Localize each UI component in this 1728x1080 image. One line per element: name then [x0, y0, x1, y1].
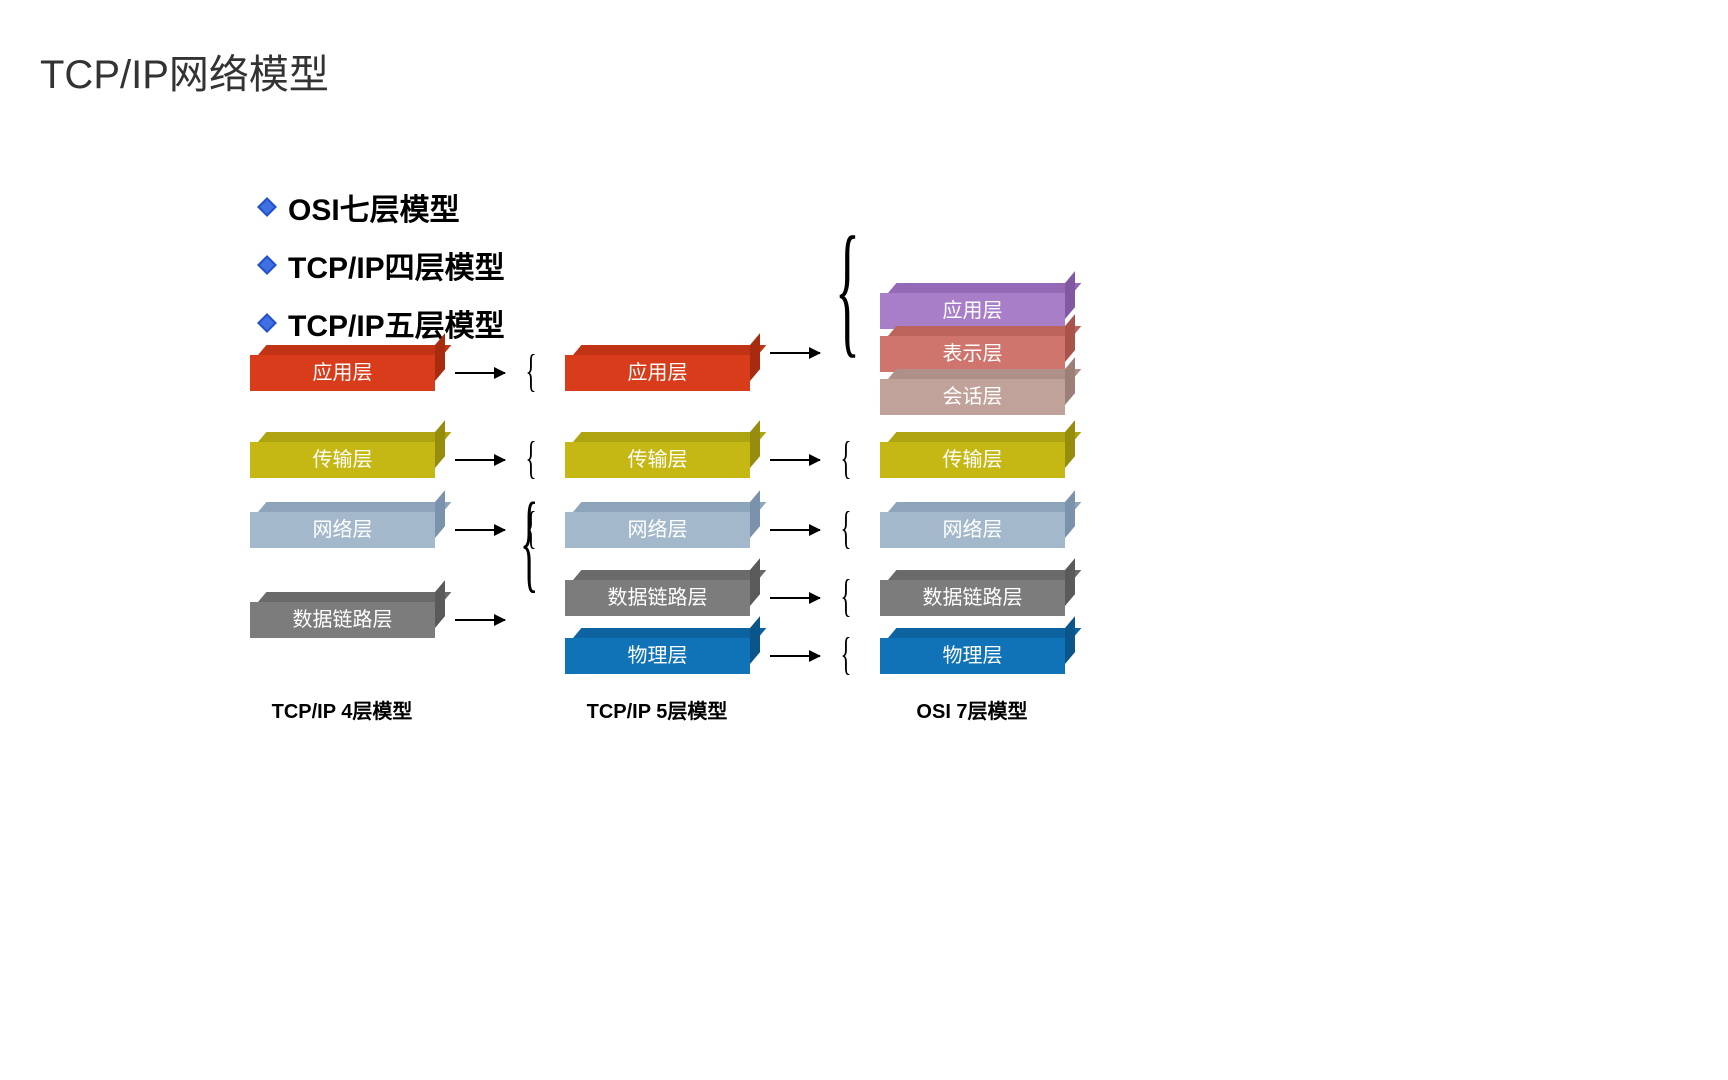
- layer-block-c7-net: 网络层: [880, 512, 1065, 548]
- arrow-icon: [455, 459, 505, 461]
- block-side-face: [1065, 490, 1075, 538]
- block-front-face: 物理层: [565, 638, 750, 674]
- block-top-face: [258, 592, 451, 602]
- layer-block-c7-dlink: 数据链路层: [880, 580, 1065, 616]
- block-side-face: [435, 580, 445, 628]
- block-top-face: [888, 628, 1081, 638]
- brace-icon: {: [526, 348, 537, 394]
- block-top-face: [258, 502, 451, 512]
- page-title: TCP/IP网络模型: [40, 42, 329, 100]
- block-side-face: [1065, 271, 1075, 319]
- block-top-face: [888, 326, 1081, 336]
- layer-block-c5-trans: 传输层: [565, 442, 750, 478]
- bullet-item-osi7: OSI七层模型: [260, 185, 505, 229]
- arrow-icon: [455, 372, 505, 374]
- block-front-face: 传输层: [565, 442, 750, 478]
- block-front-face: 数据链路层: [880, 580, 1065, 616]
- block-top-face: [258, 432, 451, 442]
- layer-block-c7-app: 应用层: [880, 293, 1065, 329]
- block-front-face: 网络层: [250, 512, 435, 548]
- layer-block-c7-pres: 表示层: [880, 336, 1065, 372]
- diamond-icon: [257, 255, 277, 275]
- arrow-icon: [455, 529, 505, 531]
- brace-icon: {: [841, 505, 852, 551]
- block-side-face: [750, 490, 760, 538]
- block-front-face: 传输层: [250, 442, 435, 478]
- block-side-face: [435, 420, 445, 468]
- block-front-face: 数据链路层: [565, 580, 750, 616]
- block-front-face: 应用层: [250, 355, 435, 391]
- layer-block-c7-trans: 传输层: [880, 442, 1065, 478]
- brace-icon: {: [841, 631, 852, 677]
- block-top-face: [573, 432, 766, 442]
- block-side-face: [750, 420, 760, 468]
- block-front-face: 传输层: [880, 442, 1065, 478]
- diamond-icon: [257, 197, 277, 217]
- layer-block-c7-phys: 物理层: [880, 638, 1065, 674]
- block-top-face: [888, 432, 1081, 442]
- block-side-face: [750, 333, 760, 381]
- block-top-face: [573, 570, 766, 580]
- layer-block-c7-sess: 会话层: [880, 379, 1065, 415]
- layer-block-c4-net: 网络层: [250, 512, 435, 548]
- block-top-face: [888, 570, 1081, 580]
- brace-icon: {: [841, 435, 852, 481]
- block-side-face: [435, 490, 445, 538]
- block-front-face: 网络层: [565, 512, 750, 548]
- bullet-text: OSI七层模型: [288, 185, 460, 229]
- block-side-face: [435, 333, 445, 381]
- arrow-icon: [455, 619, 505, 621]
- arrow-icon: [770, 352, 820, 354]
- block-front-face: 表示层: [880, 336, 1065, 372]
- block-front-face: 数据链路层: [250, 602, 435, 638]
- arrow-icon: [770, 655, 820, 657]
- block-top-face: [888, 369, 1081, 379]
- layer-block-c4-app: 应用层: [250, 355, 435, 391]
- block-top-face: [573, 628, 766, 638]
- block-front-face: 物理层: [880, 638, 1065, 674]
- arrow-icon: [770, 597, 820, 599]
- block-top-face: [888, 283, 1081, 293]
- block-side-face: [1065, 420, 1075, 468]
- network-model-diagram: 应用层传输层网络层数据链路层应用层传输层网络层数据链路层物理层应用层表示层会话层…: [250, 280, 1130, 730]
- brace-icon: {: [835, 234, 860, 345]
- arrow-icon: [770, 529, 820, 531]
- block-top-face: [573, 502, 766, 512]
- block-top-face: [888, 502, 1081, 512]
- block-side-face: [750, 616, 760, 664]
- layer-block-c5-app: 应用层: [565, 355, 750, 391]
- layer-block-c5-phys: 物理层: [565, 638, 750, 674]
- block-side-face: [1065, 616, 1075, 664]
- layer-block-c4-link: 数据链路层: [250, 602, 435, 638]
- block-side-face: [1065, 357, 1075, 405]
- block-front-face: 网络层: [880, 512, 1065, 548]
- block-side-face: [1065, 558, 1075, 606]
- layer-block-c5-dlink: 数据链路层: [565, 580, 750, 616]
- block-side-face: [1065, 314, 1075, 362]
- block-top-face: [573, 345, 766, 355]
- column-label-c4: TCP/IP 4层模型: [242, 695, 442, 724]
- brace-icon: {: [841, 573, 852, 619]
- block-top-face: [258, 345, 451, 355]
- block-front-face: 应用层: [565, 355, 750, 391]
- brace-icon: {: [520, 500, 538, 583]
- arrow-icon: [770, 459, 820, 461]
- layer-block-c5-net: 网络层: [565, 512, 750, 548]
- block-front-face: 应用层: [880, 293, 1065, 329]
- block-front-face: 会话层: [880, 379, 1065, 415]
- column-label-c7: OSI 7层模型: [872, 695, 1072, 724]
- layer-block-c4-trans: 传输层: [250, 442, 435, 478]
- block-side-face: [750, 558, 760, 606]
- column-label-c5: TCP/IP 5层模型: [557, 695, 757, 724]
- brace-icon: {: [526, 435, 537, 481]
